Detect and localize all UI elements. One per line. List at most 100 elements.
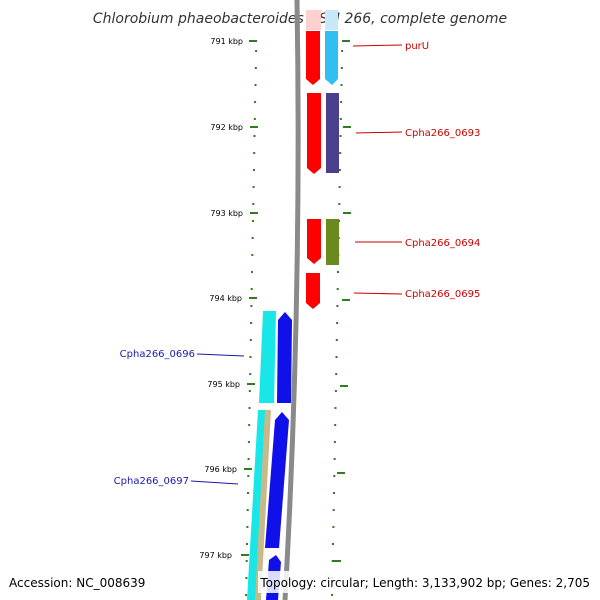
left-tick-dot-21 bbox=[248, 407, 251, 409]
gene-cpha266-0696-feature bbox=[259, 311, 276, 403]
tick-label-797: 797 kbp bbox=[199, 551, 232, 560]
left-tick-dot-25 bbox=[247, 475, 250, 477]
right-tick-dot-16 bbox=[336, 322, 339, 324]
left-tick-dot-16 bbox=[250, 322, 253, 324]
right-tick-dot-19 bbox=[335, 373, 338, 375]
right-tick-dot-8 bbox=[338, 186, 341, 188]
right-tick-dot-13 bbox=[337, 271, 339, 273]
left-tick-dot-30 bbox=[245, 560, 248, 562]
tick-label-795: 795 kbp bbox=[207, 380, 240, 389]
leader-cpha266-0695 bbox=[353, 292, 403, 295]
gene-cpha266-0696-cds bbox=[277, 312, 292, 403]
left-tick-dot-5 bbox=[253, 135, 256, 137]
left-tick-dot-18 bbox=[249, 356, 252, 358]
gene-cpha266-0694-feature bbox=[326, 219, 339, 265]
right-tick-dot-21 bbox=[334, 407, 337, 409]
footer-accession: Accession: NC_008639 bbox=[9, 576, 145, 590]
left-tick-dot-19 bbox=[249, 373, 252, 375]
gene-cpha266-0697-cds bbox=[265, 412, 289, 548]
left-tick-dot-17 bbox=[249, 339, 252, 341]
right-tick-dot-4 bbox=[339, 118, 342, 120]
right-tick-dot-25 bbox=[333, 475, 336, 477]
right-tick-dot-23 bbox=[333, 441, 336, 443]
left-tick-dot-29 bbox=[246, 543, 248, 545]
right-tick-dot-5 bbox=[339, 135, 342, 137]
tick-label-794: 794 kbp bbox=[209, 294, 242, 303]
tick-label-796: 796 kbp bbox=[204, 465, 237, 474]
tick-label-792: 792 kbp bbox=[210, 123, 243, 132]
left-tick-dot-27 bbox=[246, 509, 249, 511]
right-tick-dot-17 bbox=[335, 339, 338, 341]
left-tick-dot-13 bbox=[251, 271, 253, 273]
map-title: Chlorobium phaeobacteroides DSM 266, com… bbox=[93, 11, 507, 27]
leader-purU bbox=[352, 44, 403, 47]
right-tick-dots bbox=[331, 50, 344, 596]
right-tick-dot-0 bbox=[341, 50, 344, 52]
gene-fwd-stub-pink bbox=[306, 10, 321, 30]
label-purU[interactable]: purU bbox=[405, 41, 429, 52]
major-ticks bbox=[241, 40, 351, 562]
right-tick-dot-6 bbox=[339, 152, 342, 154]
left-tick-dot-24 bbox=[247, 458, 250, 460]
left-tick-dot-3 bbox=[254, 101, 257, 103]
footer-topology-bg bbox=[258, 571, 594, 593]
left-tick-dot-20 bbox=[248, 390, 251, 392]
left-tick-dot-28 bbox=[246, 526, 249, 528]
right-tick-dot-3 bbox=[340, 101, 343, 103]
tick-label-791: 791 kbp bbox=[210, 37, 243, 46]
right-tick-dot-9 bbox=[338, 203, 341, 205]
left-tick-dot-2 bbox=[254, 84, 257, 86]
label-cpha266-0697[interactable]: Cpha266_0697 bbox=[114, 476, 189, 487]
right-tick-dot-18 bbox=[335, 356, 338, 358]
left-tick-dot-23 bbox=[247, 441, 250, 443]
left-tick-dot-7 bbox=[252, 169, 255, 171]
leader-cpha266-0697 bbox=[190, 480, 239, 485]
left-tick-dot-6 bbox=[253, 152, 256, 154]
label-cpha266-0695[interactable]: Cpha266_0695 bbox=[405, 289, 480, 300]
right-tick-dot-27 bbox=[332, 509, 335, 511]
right-tick-dot-1 bbox=[340, 67, 343, 69]
right-tick-dot-30 bbox=[331, 560, 334, 562]
footer-topology: Topology: circular; Length: 3,133,902 bp… bbox=[259, 576, 590, 590]
right-tick-dot-22 bbox=[334, 424, 337, 426]
gene-cpha266-0695-cds bbox=[306, 273, 320, 309]
label-cpha266-0693[interactable]: Cpha266_0693 bbox=[405, 128, 480, 139]
left-tick-dot-15 bbox=[250, 305, 253, 307]
left-tick-dot-26 bbox=[247, 492, 249, 494]
left-tick-dot-9 bbox=[252, 203, 255, 205]
left-tick-dot-12 bbox=[251, 254, 254, 256]
right-tick-dot-32 bbox=[331, 594, 334, 596]
right-tick-dot-14 bbox=[336, 288, 339, 290]
left-tick-dot-10 bbox=[252, 220, 254, 222]
left-tick-dot-22 bbox=[248, 424, 251, 426]
label-cpha266-0694[interactable]: Cpha266_0694 bbox=[405, 238, 480, 249]
genome-backbone bbox=[282, 0, 301, 600]
right-tick-dot-7 bbox=[338, 169, 341, 171]
right-tick-dot-24 bbox=[333, 458, 336, 460]
left-tick-dots bbox=[245, 50, 258, 596]
left-tick-dot-11 bbox=[251, 237, 254, 239]
gene-cpha266-0693-cds bbox=[307, 93, 321, 174]
gene-fwd-stub-lightblue bbox=[325, 10, 338, 30]
reverse-label-leaders bbox=[190, 353, 245, 485]
right-tick-dot-15 bbox=[336, 305, 339, 307]
right-tick-dot-26 bbox=[333, 492, 335, 494]
left-tick-dot-31 bbox=[245, 577, 248, 579]
left-tick-dot-1 bbox=[254, 67, 257, 69]
forward-label-leaders bbox=[352, 44, 403, 295]
right-tick-dot-29 bbox=[332, 543, 334, 545]
leader-cpha266-0693 bbox=[355, 131, 403, 134]
left-tick-dot-32 bbox=[245, 594, 248, 596]
left-tick-dot-0 bbox=[255, 50, 258, 52]
right-tick-dot-28 bbox=[332, 526, 335, 528]
tick-label-793: 793 kbp bbox=[210, 209, 243, 218]
gene-cpha266-0693-feature bbox=[326, 93, 339, 173]
right-tick-dot-20 bbox=[334, 390, 337, 392]
gene-purU-cds bbox=[306, 31, 320, 85]
left-tick-dot-14 bbox=[250, 288, 253, 290]
label-cpha266-0696[interactable]: Cpha266_0696 bbox=[120, 349, 195, 360]
right-tick-dot-2 bbox=[340, 84, 343, 86]
gene-purU-feature bbox=[325, 31, 338, 85]
left-tick-dot-4 bbox=[253, 118, 256, 120]
